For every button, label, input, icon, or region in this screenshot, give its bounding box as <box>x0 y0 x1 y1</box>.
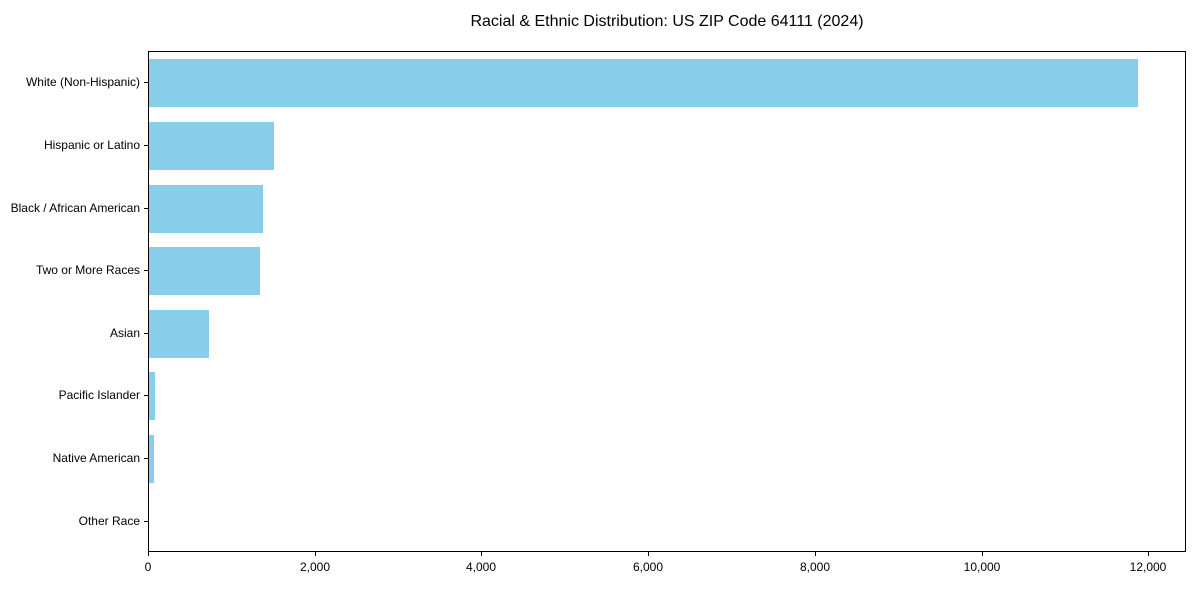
x-tick-label: 6,000 <box>632 560 664 574</box>
x-tick <box>648 552 649 556</box>
x-tick-label: 10,000 <box>963 560 1001 574</box>
y-tick <box>144 270 148 271</box>
y-tick <box>144 395 148 396</box>
y-tick <box>144 145 148 146</box>
bar <box>149 310 209 358</box>
y-tick-label: Other Race <box>78 514 140 528</box>
y-tick-label: Two or More Races <box>35 263 140 277</box>
bar <box>149 185 263 233</box>
x-tick-label: 8,000 <box>799 560 831 574</box>
x-tick <box>815 552 816 556</box>
chart-title: Racial & Ethnic Distribution: US ZIP Cod… <box>470 13 864 30</box>
y-tick <box>144 521 148 522</box>
y-tick-label: Black / African American <box>10 201 140 215</box>
y-tick <box>144 333 148 334</box>
x-tick-label: 4,000 <box>465 560 497 574</box>
y-tick <box>144 458 148 459</box>
y-tick-label: White (Non-Hispanic) <box>25 75 140 89</box>
bar <box>149 435 154 483</box>
x-tick <box>481 552 482 556</box>
y-tick-label: Asian <box>109 326 140 340</box>
bar <box>149 247 260 295</box>
x-tick-label: 0 <box>144 560 152 574</box>
y-tick-label: Pacific Islander <box>58 388 140 402</box>
x-tick <box>315 552 316 556</box>
x-tick-label: 12,000 <box>1129 560 1167 574</box>
bar <box>149 372 155 420</box>
plot-area <box>148 51 1186 552</box>
x-tick <box>982 552 983 556</box>
bar <box>149 122 274 170</box>
y-tick-label: Hispanic or Latino <box>43 138 140 152</box>
bar <box>149 59 1138 107</box>
x-tick <box>148 552 149 556</box>
y-tick <box>144 208 148 209</box>
x-tick <box>1148 552 1149 556</box>
y-tick <box>144 82 148 83</box>
x-tick-label: 2,000 <box>299 560 331 574</box>
y-tick-label: Native American <box>52 451 140 465</box>
